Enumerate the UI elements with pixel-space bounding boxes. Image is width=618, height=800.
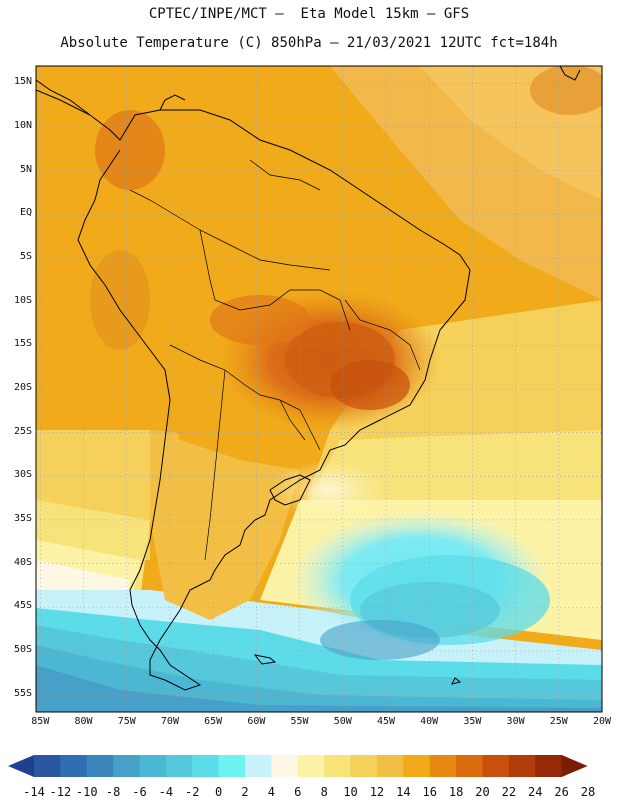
lon-label: 30W: [506, 716, 525, 727]
colorbar-swatch: [324, 755, 352, 777]
colorbar-label: 14: [396, 785, 411, 799]
lat-label: 5N: [19, 163, 32, 175]
lat-label: 45S: [13, 600, 32, 612]
colorbar-label: -6: [132, 785, 147, 799]
colorbar: [8, 755, 588, 777]
colorbar-swatch: [139, 755, 167, 777]
colorbar-label: 4: [267, 785, 276, 799]
temperature-field: [36, 66, 602, 712]
lat-label: EQ: [19, 207, 32, 219]
lat-label: 30S: [13, 469, 32, 481]
lon-label: 45W: [376, 716, 395, 727]
plot-frame: [35, 65, 603, 713]
colorbar-label: 20: [475, 785, 490, 799]
colorbar-label: 22: [501, 785, 517, 799]
lon-label: 55W: [290, 716, 309, 727]
colorbar-swatch: [429, 755, 457, 777]
lat-label: 15S: [13, 338, 32, 350]
colorbar-label: -14: [23, 785, 45, 799]
lon-label: 85W: [31, 716, 50, 727]
colorbar-label: -2: [185, 785, 200, 799]
colorbar-label: 16: [422, 785, 437, 799]
colorbar-label: 18: [448, 785, 464, 799]
chart-title: CPTEC/INPE/MCT – Eta Model 15km – GFS: [148, 6, 470, 22]
colorbar-swatch: [60, 755, 88, 777]
lon-label: 25W: [549, 716, 568, 727]
colorbar-swatch: [192, 755, 220, 777]
lon-label: 80W: [74, 716, 93, 727]
lat-label: 55S: [13, 687, 32, 699]
colorbar-swatch: [34, 755, 61, 777]
colorbar-swatch: [297, 755, 325, 777]
colorbar-label: 6: [294, 785, 302, 799]
colorbar-label: -4: [158, 785, 174, 799]
colorbar-label: 24: [528, 785, 543, 799]
lon-label: 60W: [247, 716, 266, 727]
lon-label: 20W: [592, 716, 612, 727]
colorbar-swatch: [508, 755, 536, 777]
chart-subtitle: Absolute Temperature (C) 850hPa – 21/03/…: [60, 35, 558, 51]
lat-label: 15N: [13, 76, 32, 88]
colorbar-swatch: [535, 755, 563, 777]
colorbar-label: 2: [241, 785, 249, 799]
coastlines: [36, 66, 581, 691]
colorbar-label: 10: [343, 785, 358, 799]
lon-label: 40W: [420, 716, 439, 727]
lat-label: 10S: [13, 294, 32, 306]
lat-label: 40S: [13, 556, 32, 568]
colorbar-label: 26: [554, 785, 569, 799]
colorbar-swatch: [482, 755, 510, 777]
lat-label: 50S: [13, 643, 32, 655]
colorbar-swatch: [165, 755, 193, 777]
colorbar-swatch: [456, 755, 483, 777]
colorbar-label: 28: [580, 785, 596, 799]
colorbar-label: 0: [215, 785, 223, 799]
lon-label: 50W: [333, 716, 352, 727]
colorbar-swatch: [245, 755, 272, 777]
colorbar-swatch: [86, 755, 114, 777]
colorbar-swatch: [561, 755, 588, 777]
lat-label: 35S: [13, 512, 32, 524]
colorbar-label: 8: [320, 785, 328, 799]
lat-label: 20S: [13, 382, 32, 393]
colorbar-swatch: [113, 755, 141, 777]
colorbar-label: -10: [75, 785, 98, 799]
colorbar-swatch: [376, 755, 404, 777]
lat-label: 10N: [13, 120, 32, 132]
colorbar-swatch: [8, 755, 34, 777]
lon-label: 35W: [463, 716, 482, 727]
lon-label: 65W: [204, 716, 223, 727]
colorbar-swatch: [403, 755, 431, 777]
lon-label: 70W: [160, 716, 179, 727]
lat-label: 25S: [13, 425, 32, 437]
lon-label: 75W: [117, 716, 136, 727]
colorbar-swatch: [271, 755, 299, 777]
colorbar-label: 12: [369, 785, 385, 799]
colorbar-swatch: [350, 755, 378, 777]
colorbar-swatch: [218, 755, 246, 777]
colorbar-label: -12: [49, 785, 72, 799]
political-borders: [129, 159, 421, 561]
lat-label: 5S: [19, 251, 32, 263]
colorbar-label: -8: [105, 785, 121, 799]
